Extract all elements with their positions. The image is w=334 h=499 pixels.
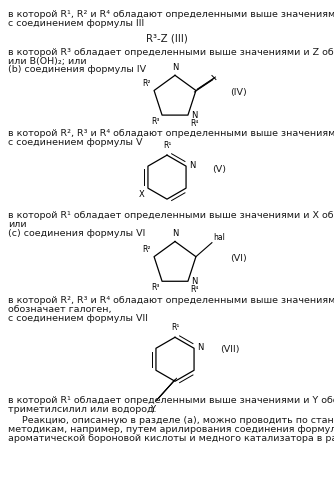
Text: с соединением формулы VII: с соединением формулы VII: [8, 314, 148, 323]
Text: с соединением формулы III: с соединением формулы III: [8, 19, 145, 28]
Text: или: или: [8, 220, 27, 229]
Text: (VI): (VI): [230, 254, 247, 263]
Text: в которой R¹, R² и R⁴ обладают определенными выше значениями,: в которой R¹, R² и R⁴ обладают определен…: [8, 10, 334, 19]
Text: R²: R²: [143, 78, 151, 87]
Text: (c) соединения формулы VI: (c) соединения формулы VI: [8, 229, 146, 238]
Text: (IV): (IV): [230, 88, 247, 97]
Text: в которой R², R³ и R⁴ обладают определенными выше значениями и hal: в которой R², R³ и R⁴ обладают определен…: [8, 296, 334, 305]
Text: обозначает галоген,: обозначает галоген,: [8, 305, 112, 314]
Text: Реакцию, описанную в разделе (а), можно проводить по стандартным: Реакцию, описанную в разделе (а), можно …: [22, 416, 334, 425]
Text: (VII): (VII): [220, 345, 239, 354]
Text: R³-Z (III): R³-Z (III): [146, 34, 188, 44]
Text: в которой R¹ обладает определенными выше значениями и Y обозначает: в которой R¹ обладает определенными выше…: [8, 396, 334, 405]
Text: R²: R²: [143, 245, 151, 253]
Text: X: X: [139, 190, 145, 199]
Text: N: N: [197, 343, 203, 352]
Text: hal: hal: [213, 233, 225, 242]
Text: N: N: [191, 277, 197, 286]
Text: методикам, например, путем арилирования соединения формулы II с помощью: методикам, например, путем арилирования …: [8, 425, 334, 434]
Text: R³: R³: [152, 117, 160, 126]
Text: (V): (V): [212, 165, 226, 174]
Text: R¹: R¹: [163, 141, 171, 150]
Text: с соединением формулы V: с соединением формулы V: [8, 138, 143, 147]
Text: N: N: [191, 111, 197, 120]
Text: ароматической бороновой кислоты и медного катализатора в растворителе,: ароматической бороновой кислоты и медног…: [8, 434, 334, 443]
Text: (b) соединения формулы IV: (b) соединения формулы IV: [8, 65, 147, 74]
Text: или B(OH)₂; или: или B(OH)₂; или: [8, 57, 87, 66]
Text: в которой R¹ обладает определенными выше значениями и X обозначает галоген;: в которой R¹ обладает определенными выше…: [8, 211, 334, 220]
Text: триметилсилил или водород.: триметилсилил или водород.: [8, 405, 157, 414]
Text: N: N: [172, 230, 178, 239]
Text: N: N: [189, 161, 195, 170]
Text: R¹: R¹: [171, 323, 179, 332]
Text: R³: R³: [152, 283, 160, 292]
Text: в которой R³ обладает определенными выше значениями и Z обозначает галоген: в которой R³ обладает определенными выше…: [8, 48, 334, 57]
Text: N: N: [172, 63, 178, 72]
Text: Y: Y: [150, 405, 155, 414]
Text: R⁴: R⁴: [190, 119, 198, 128]
Text: в которой R², R³ и R⁴ обладают определенными выше значениями,: в которой R², R³ и R⁴ обладают определен…: [8, 129, 334, 138]
Text: R⁴: R⁴: [190, 285, 198, 294]
